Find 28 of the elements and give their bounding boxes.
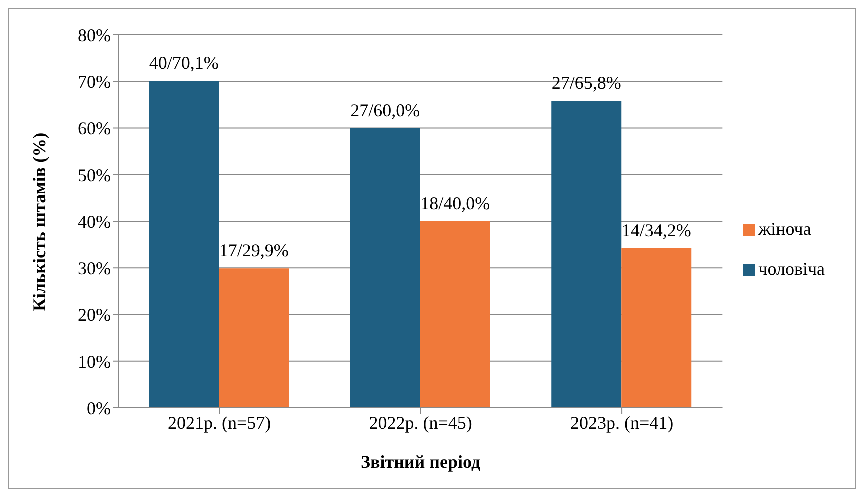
data-label: 14/34,2% (622, 220, 692, 241)
bar (420, 222, 490, 408)
x-tick-label: 2022р. (n=45) (369, 412, 472, 433)
bar (350, 128, 420, 408)
bar (149, 81, 220, 408)
bar (219, 268, 290, 408)
data-label: 40/70,1% (149, 53, 219, 74)
y-tick-label: 70% (78, 72, 111, 92)
legend-label: жіноча (758, 218, 812, 238)
bar (552, 101, 622, 408)
x-tick-label: 2023р. (n=41) (570, 412, 674, 433)
y-tick-label: 80% (78, 25, 111, 46)
y-tick-label: 40% (78, 212, 111, 232)
legend-label: чоловіча (758, 258, 825, 278)
data-label: 27/60,0% (350, 100, 420, 120)
data-label: 27/65,8% (552, 73, 622, 94)
x-tick-label: 2021р. (n=57) (168, 412, 272, 433)
y-tick-label: 0% (87, 398, 111, 418)
data-label: 17/29,9% (219, 240, 289, 261)
y-tick-label: 10% (78, 352, 111, 372)
x-axis-title: Звітний період (361, 452, 481, 472)
data-label: 18/40,0% (420, 194, 490, 214)
bar (622, 248, 692, 408)
y-tick-label: 60% (78, 118, 111, 139)
y-tick-label: 20% (78, 305, 111, 326)
y-tick-label: 50% (78, 165, 111, 186)
y-tick-label: 30% (78, 258, 111, 279)
y-axis-title: Кількість штамів (%) (29, 132, 50, 312)
